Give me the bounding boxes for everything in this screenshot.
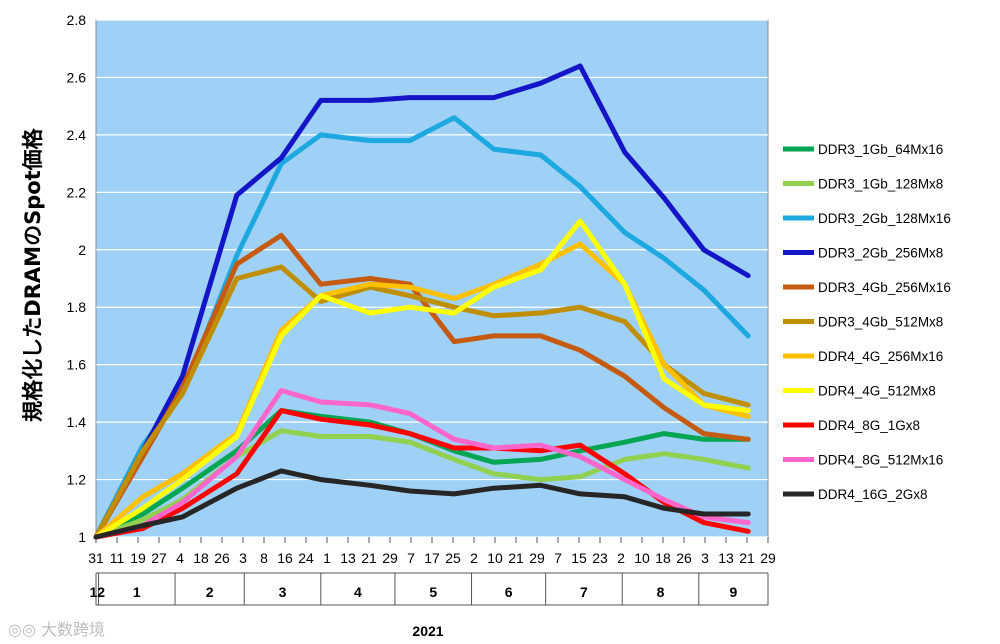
series-line-DDR4_4G_256Mx16 bbox=[93, 241, 751, 540]
x-tick-label: 3 bbox=[701, 550, 709, 566]
series-line-DDR3_2Gb_256Mx8 bbox=[93, 63, 751, 540]
legend-label: DDR4_4G_256Mx16 bbox=[818, 349, 943, 364]
x-tick-label: 18 bbox=[193, 550, 209, 566]
y-tick-label: 1.6 bbox=[67, 357, 87, 373]
x-tick-label: 19 bbox=[130, 550, 146, 566]
month-label: 9 bbox=[730, 584, 738, 600]
x-tick-label: 26 bbox=[214, 550, 230, 566]
x-tick-label: 8 bbox=[260, 550, 268, 566]
x-tick-label: 7 bbox=[554, 550, 562, 566]
x-tick-label: 13 bbox=[340, 550, 356, 566]
x-axis: 31 11 19 27 4 18 26 3 8 16 24 1 13 21 29 7 17 25 2 10 21 29 7 1… bbox=[88, 537, 776, 606]
watermark-icon: ◎◎ bbox=[8, 620, 42, 639]
month-label: 6 bbox=[505, 584, 513, 600]
y-tick-label: 2.4 bbox=[67, 127, 87, 143]
x-tick-label: 21 bbox=[739, 550, 755, 566]
month-label: 1 bbox=[133, 584, 141, 600]
month-label: 7 bbox=[580, 584, 588, 600]
y-tick-label: 1.2 bbox=[67, 472, 87, 488]
x-tick-label: 29 bbox=[760, 550, 776, 566]
legend-label: DDR3_2Gb_128Mx16 bbox=[818, 211, 951, 226]
watermark-logo: ◎◎ 大数跨境 bbox=[8, 616, 105, 640]
legend-label: DDR3_1Gb_64Mx16 bbox=[818, 142, 943, 157]
month-label: 4 bbox=[354, 584, 362, 600]
y-tick-label: 1.4 bbox=[67, 414, 87, 430]
legend-label: DDR3_4Gb_256Mx16 bbox=[818, 280, 951, 295]
x-tick-label: 4 bbox=[176, 550, 184, 566]
x-tick-label: 29 bbox=[382, 550, 398, 566]
series-line-DDR4_8G_512Mx16 bbox=[93, 388, 751, 540]
series-line-DDR4_4G_512Mx8 bbox=[93, 218, 751, 540]
x-tick-label: 2 bbox=[470, 550, 478, 566]
x-tick-label: 11 bbox=[110, 550, 125, 566]
x-tick-label: 16 bbox=[277, 550, 293, 566]
month-label: 2 bbox=[206, 584, 214, 600]
legend-label: DDR3_2Gb_256Mx8 bbox=[818, 246, 943, 261]
month-label: 12 bbox=[89, 584, 105, 600]
series-lines bbox=[93, 63, 751, 540]
legend-label: DDR4_8G_1Gx8 bbox=[818, 418, 920, 433]
x-tick-label: 17 bbox=[424, 550, 440, 566]
y-tick-label: 1 bbox=[78, 529, 86, 545]
x-tick-label: 27 bbox=[151, 550, 167, 566]
x-tick-label: 21 bbox=[361, 550, 377, 566]
legend-label: DDR3_1Gb_128Mx8 bbox=[818, 177, 943, 192]
x-tick-label: 18 bbox=[655, 550, 671, 566]
legend-label: DDR3_4Gb_512Mx8 bbox=[818, 315, 943, 330]
month-label: 3 bbox=[279, 584, 287, 600]
legend: DDR3_1Gb_64Mx16 DDR3_1Gb_128Mx8 DDR3_2Gb_1… bbox=[783, 142, 951, 502]
x-tick-label: 31 bbox=[88, 550, 104, 566]
x-tick-label: 26 bbox=[676, 550, 692, 566]
y-tick-label: 2.6 bbox=[67, 69, 87, 85]
legend-label: DDR4_16G_2Gx8 bbox=[818, 487, 928, 502]
legend-label: DDR4_8G_512Mx16 bbox=[818, 453, 943, 468]
y-tick-label: 1.8 bbox=[67, 299, 87, 315]
x-tick-label: 10 bbox=[487, 550, 503, 566]
y-axis-label: 規格化したDRAMのSpot価格 bbox=[21, 127, 45, 421]
x-tick-label: 7 bbox=[407, 550, 415, 566]
year-label: 2021 bbox=[412, 623, 443, 639]
series-line-DDR3_4Gb_256Mx16 bbox=[93, 232, 751, 540]
y-tick-label: 2 bbox=[78, 242, 86, 258]
watermark-text: 大数跨境 bbox=[41, 620, 106, 639]
y-tick-label: 2.8 bbox=[67, 12, 87, 28]
month-label: 8 bbox=[657, 584, 665, 600]
x-tick-label: 24 bbox=[298, 550, 314, 566]
x-tick-label: 21 bbox=[508, 550, 524, 566]
x-tick-label: 1 bbox=[323, 550, 331, 566]
month-label: 5 bbox=[429, 584, 437, 600]
x-tick-label: 29 bbox=[529, 550, 545, 566]
series-line-DDR3_4Gb_512Mx8 bbox=[93, 264, 751, 540]
x-tick-label: 15 bbox=[571, 550, 587, 566]
series-line-DDR4_16G_2Gx8 bbox=[93, 468, 751, 540]
x-tick-label: 10 bbox=[634, 550, 650, 566]
x-tick-label: 23 bbox=[592, 550, 608, 566]
y-tick-label: 2.2 bbox=[67, 184, 87, 200]
y-axis-ticks: 1 1.2 1.4 1.6 1.8 2 2.2 2.4 2.6 2.8 bbox=[67, 12, 87, 545]
x-tick-label: 25 bbox=[445, 550, 461, 566]
x-tick-label: 2 bbox=[617, 550, 625, 566]
x-tick-label: 3 bbox=[239, 550, 247, 566]
legend-label: DDR4_4G_512Mx8 bbox=[818, 384, 936, 399]
x-tick-label: 13 bbox=[718, 550, 734, 566]
